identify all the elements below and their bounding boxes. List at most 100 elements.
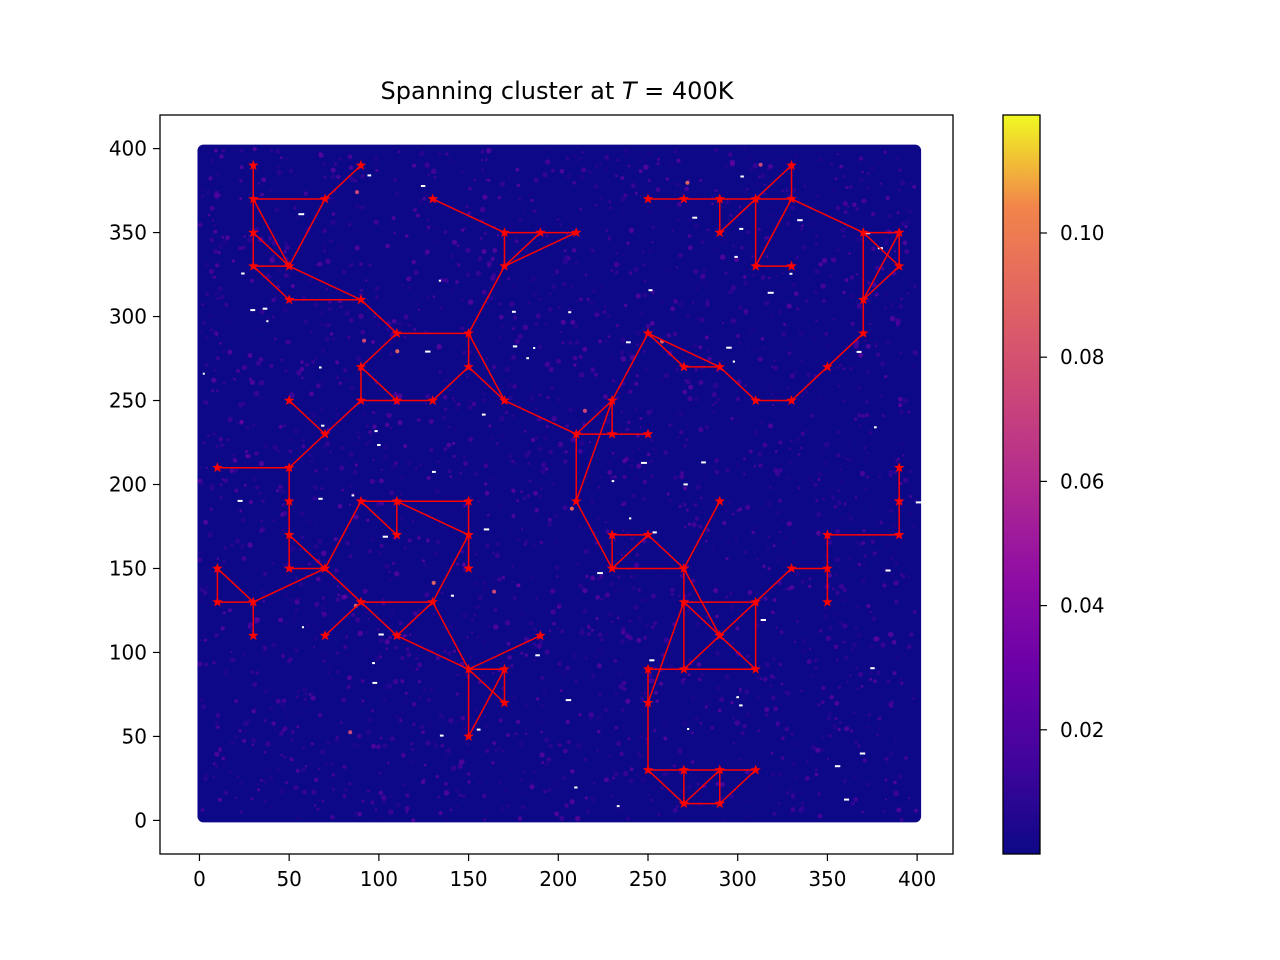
- field-site: [368, 430, 372, 434]
- field-site: [374, 155, 379, 160]
- field-site: [327, 671, 331, 675]
- field-site: [281, 503, 285, 507]
- field-site: [456, 673, 459, 676]
- field-site: [223, 546, 228, 550]
- field-vacancy: [512, 310, 516, 313]
- field-site: [333, 162, 338, 166]
- field-site: [386, 412, 392, 419]
- field-site: [908, 512, 912, 515]
- field-site: [443, 755, 449, 761]
- field-site: [468, 299, 474, 305]
- field-site: [797, 807, 804, 813]
- field-site: [384, 563, 390, 569]
- field-site: [751, 530, 755, 535]
- field-site: [293, 429, 299, 434]
- field-site: [857, 744, 861, 748]
- field-site: [466, 749, 472, 755]
- field-site: [627, 420, 631, 425]
- field-site: [848, 515, 854, 522]
- y-tick-label: 0: [134, 808, 147, 832]
- field-site: [741, 438, 745, 442]
- cluster-edge: [360, 366, 398, 402]
- field-site: [764, 300, 770, 306]
- field-site: [336, 376, 339, 380]
- field-base: [197, 144, 922, 823]
- field-site: [355, 519, 359, 523]
- field-site: [433, 495, 438, 500]
- field-site: [638, 169, 643, 174]
- field-site: [802, 650, 807, 655]
- field-site: [202, 441, 205, 445]
- field-site: [604, 339, 608, 343]
- field-site: [583, 236, 586, 239]
- field-site: [429, 222, 434, 227]
- field-site: [614, 475, 617, 479]
- field-site: [912, 184, 917, 189]
- field-site: [650, 785, 656, 791]
- field-site: [360, 702, 364, 706]
- field-vacancy: [629, 517, 632, 520]
- cluster-node: [714, 361, 725, 372]
- field-site: [551, 481, 556, 486]
- field-site: [607, 611, 613, 617]
- field-site: [529, 621, 534, 626]
- field-site: [682, 389, 688, 395]
- field-site: [252, 477, 257, 482]
- field-site: [902, 454, 905, 457]
- cluster-node: [463, 562, 474, 573]
- field-site: [214, 633, 219, 638]
- field-site: [378, 790, 384, 796]
- field-site: [585, 206, 589, 209]
- field-site: [778, 440, 783, 445]
- field-site: [734, 720, 741, 726]
- y-tick-label: 50: [122, 724, 147, 748]
- field-site: [475, 582, 479, 586]
- field-vacancy: [726, 346, 732, 349]
- field-site: [822, 735, 826, 738]
- field-site: [789, 585, 795, 590]
- field-site: [562, 748, 568, 754]
- field-site: [425, 393, 431, 399]
- field-site: [636, 637, 642, 643]
- field-site: [573, 153, 577, 158]
- field-site: [729, 213, 733, 217]
- field-site: [441, 741, 445, 745]
- field-site: [335, 597, 341, 603]
- field-site: [844, 278, 849, 283]
- field-site: [411, 759, 415, 763]
- field-site: [599, 163, 602, 166]
- field-site: [663, 372, 670, 379]
- field-site: [291, 602, 295, 605]
- field-site: [881, 414, 885, 418]
- field-site: [227, 608, 232, 613]
- field-site: [847, 555, 852, 561]
- cluster-node: [355, 395, 367, 405]
- field-site: [241, 364, 247, 370]
- field-site: [278, 424, 283, 429]
- field-site: [659, 298, 665, 305]
- field-site: [890, 498, 896, 505]
- field-vacancy: [767, 291, 774, 294]
- field-site: [782, 272, 784, 275]
- field-site: [721, 238, 727, 244]
- field-site: [482, 392, 485, 395]
- field-site: [645, 324, 651, 329]
- field-site: [456, 263, 461, 267]
- field-site: [816, 530, 821, 536]
- field-vacancy: [425, 350, 431, 353]
- field-site: [873, 636, 879, 642]
- field-site: [809, 647, 812, 651]
- field-site: [777, 802, 781, 805]
- field-site: [815, 319, 818, 322]
- field-site: [752, 274, 755, 277]
- field-site: [705, 298, 710, 303]
- field-site: [835, 248, 841, 253]
- field-site: [611, 379, 616, 383]
- field-site: [699, 179, 702, 182]
- field-site: [715, 651, 720, 656]
- field-site: [297, 690, 300, 693]
- field-site: [418, 199, 423, 204]
- field-site: [693, 503, 698, 507]
- cluster-node: [822, 596, 833, 607]
- field-site: [902, 240, 908, 245]
